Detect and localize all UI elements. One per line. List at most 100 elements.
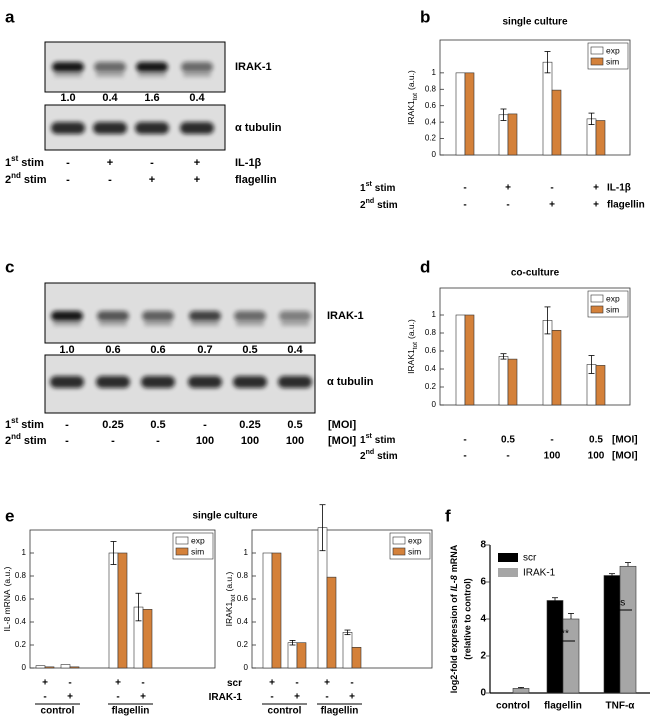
blot-band xyxy=(191,321,219,326)
row-suffix: st xyxy=(366,433,373,440)
row-mark: + xyxy=(593,200,599,211)
bar xyxy=(464,72,475,156)
blot-band xyxy=(281,321,309,326)
blot-band xyxy=(180,122,214,134)
row-mark: 0.5 xyxy=(150,419,165,431)
y-axis-label: (relative to control) xyxy=(462,578,472,660)
row-mark: - xyxy=(463,183,466,194)
row-agent: IL-1β xyxy=(607,183,631,194)
y-tick-label: 0.8 xyxy=(425,328,437,337)
row-mark: 100 xyxy=(196,435,214,447)
x-tick-label: TNF-α xyxy=(606,701,636,712)
y-tick-label: 0 xyxy=(432,150,437,159)
blot-band xyxy=(144,321,172,326)
y-label-sub: tot xyxy=(230,594,237,601)
row-mark: + xyxy=(505,183,511,194)
blot-band xyxy=(279,311,311,321)
row-mark: - xyxy=(150,157,154,169)
y-axis-label: IL-8 mRNA (a.u.) xyxy=(2,566,12,631)
row-label: 2nd stim xyxy=(360,449,398,461)
axes-box xyxy=(439,39,631,156)
y-tick-label: 0.6 xyxy=(425,346,437,355)
y-axis-label: log2-fold expression of IL-8 mRNA xyxy=(449,544,459,693)
row-word: stim xyxy=(21,157,44,169)
band-quantification: 0.6 xyxy=(105,344,120,356)
error-bar xyxy=(344,629,351,636)
row-ordinal: 2 xyxy=(360,200,366,211)
bar xyxy=(619,565,637,694)
y-label-unit: (a.u.) xyxy=(224,572,234,592)
bar xyxy=(271,552,282,669)
blot-loading-control: α tubulin xyxy=(235,122,282,134)
row-ordinal: 2 xyxy=(360,451,366,462)
y-tick-label: 0 xyxy=(244,663,249,672)
y-tick-label: 0.4 xyxy=(425,117,437,126)
band-quantification: 1.0 xyxy=(60,92,75,104)
error-bar xyxy=(518,687,524,689)
row-label: 2nd stim xyxy=(360,198,398,210)
row-mark: + xyxy=(42,678,48,689)
row-word: stim xyxy=(375,435,396,446)
panel-letter: c xyxy=(5,257,14,276)
blot-band xyxy=(188,376,222,388)
error-bar xyxy=(568,613,574,619)
band-quantification: 0.4 xyxy=(102,92,118,104)
bar xyxy=(546,600,564,694)
row-mark: - xyxy=(295,678,298,689)
bar xyxy=(142,609,153,669)
blot-band xyxy=(183,72,211,77)
row-agent: [MOI] xyxy=(328,419,356,431)
group-label: flagellin xyxy=(321,706,359,717)
row-mark: + xyxy=(549,200,555,211)
y-axis-label: IRAK1tot (a.u.) xyxy=(406,319,419,374)
blot-band xyxy=(54,72,82,77)
row-mark: - xyxy=(43,692,46,703)
row-mark: - xyxy=(68,678,71,689)
blot-band xyxy=(52,62,84,72)
bar xyxy=(342,632,353,669)
bar xyxy=(44,666,55,669)
y-axis-label: IRAK1tot (a.u.) xyxy=(224,572,237,627)
row-mark: - xyxy=(65,435,69,447)
significance-label: ns xyxy=(615,598,626,609)
bar xyxy=(326,576,337,669)
panel-letter: e xyxy=(5,506,14,525)
band-quantification: 0.6 xyxy=(150,344,165,356)
y-tick-label: 1 xyxy=(22,548,27,557)
band-quantification: 1.6 xyxy=(144,92,159,104)
row-word: stim xyxy=(24,435,47,447)
bar xyxy=(507,113,518,156)
y-tick-label: 0.2 xyxy=(15,640,27,649)
blot-frame xyxy=(44,354,316,414)
row-mark: - xyxy=(463,435,466,446)
y-tick-label: 0.8 xyxy=(15,571,27,580)
bar xyxy=(542,61,553,156)
y-tick-label: 0.6 xyxy=(237,594,249,603)
chart-title: single culture xyxy=(192,511,257,522)
blot-band xyxy=(99,321,127,326)
legend-swatch xyxy=(392,536,406,545)
y-label-text: IRAK1 xyxy=(406,349,416,374)
bar xyxy=(595,365,606,406)
row-mark: - xyxy=(116,692,119,703)
x-tick-label: flagellin xyxy=(544,701,582,712)
row-agent: flagellin xyxy=(607,200,645,211)
row-mark: + xyxy=(67,692,73,703)
x-tick-label: control xyxy=(496,701,530,712)
blot-band xyxy=(236,321,264,326)
row-ordinal: 1 xyxy=(5,419,11,431)
y-tick-label: 1 xyxy=(432,310,437,319)
row-label: 1st stim xyxy=(5,416,44,431)
row-mark: - xyxy=(111,435,115,447)
row-mark: - xyxy=(270,692,273,703)
error-bar xyxy=(544,306,551,335)
row-mark: + xyxy=(294,692,300,703)
row-mark: + xyxy=(324,678,330,689)
row-label: 1st stim xyxy=(5,154,44,169)
blot-band xyxy=(138,72,166,77)
row-mark: - xyxy=(65,419,69,431)
row-suffix: nd xyxy=(11,432,21,441)
row-word: stim xyxy=(24,174,47,186)
